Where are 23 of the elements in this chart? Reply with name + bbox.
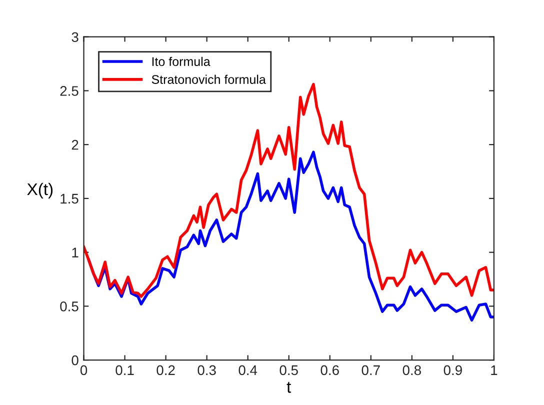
x-tick-label: 1 bbox=[491, 365, 498, 375]
x-tick-label: 0 bbox=[80, 365, 88, 376]
legend-label: Ito formula bbox=[152, 56, 210, 66]
x-tick-label: 0.8 bbox=[402, 365, 421, 376]
x-tick-label: 0.7 bbox=[362, 365, 380, 376]
y-tick-label: 2.5 bbox=[60, 86, 78, 96]
x-tick-label: 0.6 bbox=[320, 365, 339, 376]
x-tick-label: 0.3 bbox=[198, 365, 216, 376]
x-tick-label: 0.1 bbox=[116, 365, 134, 376]
x-tick-label: 0.2 bbox=[156, 365, 175, 376]
x-tick-label: 0.5 bbox=[280, 365, 298, 376]
y-tick-label: 2 bbox=[72, 140, 78, 150]
y-tick-label: 3 bbox=[72, 32, 78, 42]
y-tick-label: 0 bbox=[72, 355, 78, 366]
y-axis-title: X(t) bbox=[27, 182, 53, 198]
x-tick-label: 0.4 bbox=[238, 365, 258, 376]
y-tick-label: 1.5 bbox=[60, 194, 78, 204]
y-tick-label: 0.5 bbox=[60, 302, 78, 312]
y-tick-label: 1 bbox=[72, 248, 78, 258]
line-series bbox=[84, 82, 494, 298]
legend-label: Stratonovich formula bbox=[152, 74, 266, 84]
x-tick-label: 0.9 bbox=[444, 365, 462, 376]
x-axis-title: t bbox=[286, 382, 292, 393]
